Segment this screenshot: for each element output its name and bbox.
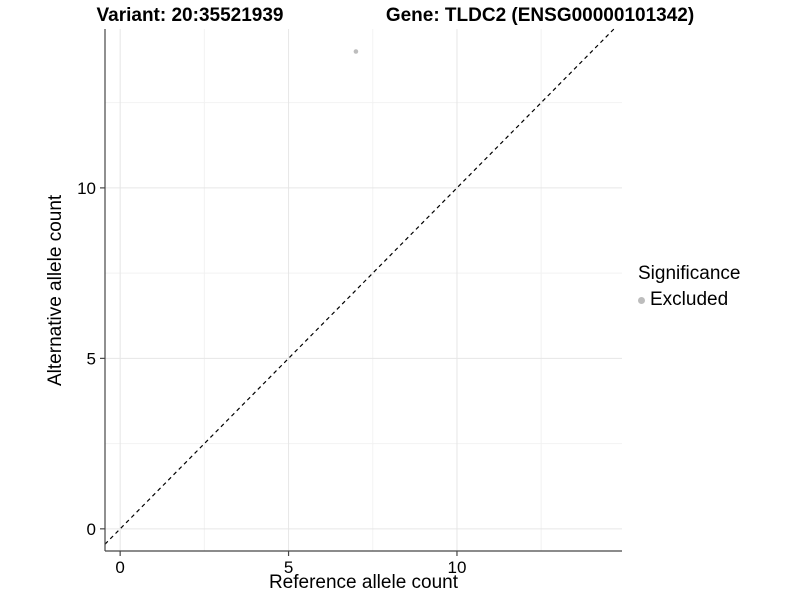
y-tick-label: 5	[87, 349, 96, 368]
y-axis-title: Alternative allele count	[45, 194, 66, 386]
x-axis-title: Reference allele count	[268, 572, 459, 593]
x-tick-label: 0	[115, 558, 124, 577]
identity-line	[104, 28, 615, 545]
y-tick-label: 0	[87, 520, 96, 539]
legend: Significance Excluded	[638, 263, 740, 311]
plot-title-gene: Gene: TLDC2 (ENSG00000101342)	[385, 5, 695, 26]
y-tick-label: 10	[77, 179, 96, 198]
x-tick-label: 10	[448, 558, 467, 577]
x-tick-label: 5	[284, 558, 293, 577]
plot-title-variant: Variant: 20:35521939	[96, 5, 284, 26]
legend-point-icon	[638, 296, 645, 304]
legend-item-label: Excluded	[650, 289, 729, 310]
legend-title: Significance	[638, 263, 741, 284]
legend-item-excluded: Excluded	[638, 289, 740, 311]
data-point	[353, 49, 359, 54]
